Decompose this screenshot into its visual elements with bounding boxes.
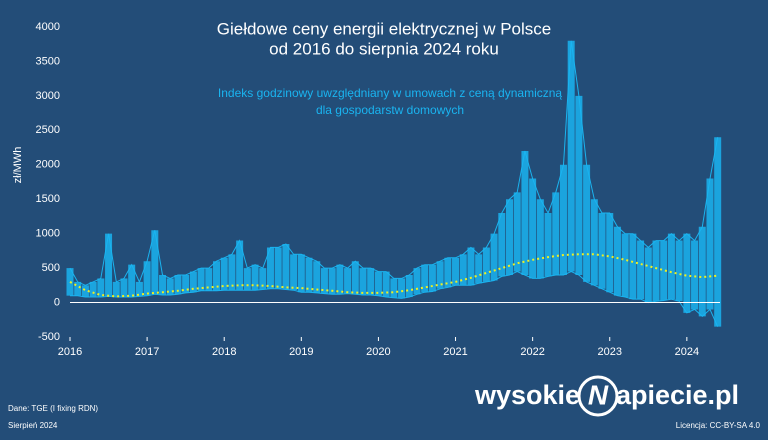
x-tick-label: 2024 xyxy=(675,346,699,358)
date: Sierpień 2024 xyxy=(8,421,58,430)
y-tick-label: 1000 xyxy=(36,228,60,240)
chart-title: Giełdowe ceny energii elektrycznej w Pol… xyxy=(217,19,552,38)
license: Licencja: CC-BY-SA 4.0 xyxy=(676,421,761,430)
plot: -500 0 500 1000 1500 2000 2500 3000 3500 4000 2016… xyxy=(36,21,722,358)
x-tick-label: 2018 xyxy=(212,346,236,358)
y-tick-label: 2000 xyxy=(36,159,60,171)
logo-mark: N xyxy=(588,379,609,410)
y-tick-label: 500 xyxy=(42,262,60,274)
trend-line xyxy=(69,253,718,298)
y-tick-label: 0 xyxy=(54,296,60,308)
x-tick-label: 2017 xyxy=(135,346,159,358)
y-tick-label: 3500 xyxy=(36,55,60,67)
chart-title: od 2016 do sierpnia 2024 roku xyxy=(269,39,499,58)
x-tick-label: 2022 xyxy=(520,346,544,358)
hourly-low xyxy=(70,271,719,327)
hourly-high xyxy=(69,40,719,286)
x-tick-label: 2020 xyxy=(366,346,390,358)
source: Dane: TGE (I fixing RDN) xyxy=(8,404,98,413)
annotation: dla gospodarstw domowych xyxy=(316,103,464,117)
x-tick-label: 2019 xyxy=(289,346,313,358)
y-axis-label: zł/MWh xyxy=(12,147,24,184)
x-tick-label: 2023 xyxy=(597,346,621,358)
y-tick-label: 4000 xyxy=(36,21,60,33)
x-tick-label: 2021 xyxy=(443,346,467,358)
logo-text: wysokie xyxy=(474,380,580,410)
logo-ring xyxy=(577,375,619,417)
annotation: Indeks godzinowy uwzględniany w umowach … xyxy=(218,86,563,100)
y-tick-label: 2500 xyxy=(36,124,60,136)
y-tick-label: 1500 xyxy=(36,193,60,205)
logo-text: apiecie.pl xyxy=(616,380,739,410)
y-tick-label: 3000 xyxy=(36,90,60,102)
logo: wysokie N apiecie.pl xyxy=(474,375,739,417)
x-tick-label: 2016 xyxy=(58,346,82,358)
y-tick-label: -500 xyxy=(38,331,60,343)
